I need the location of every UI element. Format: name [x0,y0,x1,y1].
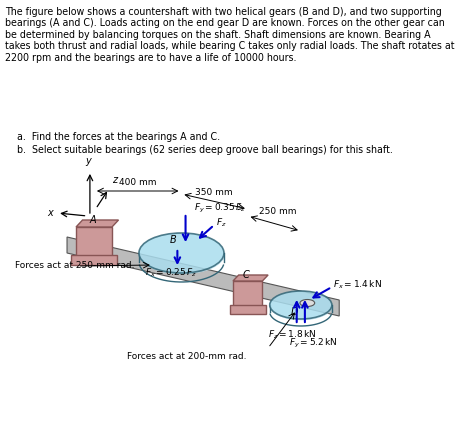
Text: 400 mm: 400 mm [119,178,156,187]
Text: The figure below shows a countershaft with two helical gears (B and D), and two : The figure below shows a countershaft wi… [5,7,454,63]
Bar [71,255,117,265]
Text: 250 mm: 250 mm [259,207,297,216]
Text: $F_y = 0.35\,F_z$: $F_y = 0.35\,F_z$ [194,201,246,215]
Text: 350 mm: 350 mm [195,188,233,197]
Text: a.  Find the forces at the bearings A and C.: a. Find the forces at the bearings A and… [18,132,220,142]
Text: Forces act at 200-mm rad.: Forces act at 200-mm rad. [127,351,246,361]
Text: $F_x = 1.4\,\mathrm{kN}$: $F_x = 1.4\,\mathrm{kN}$ [334,279,383,291]
Text: $F_y = 5.2\,\mathrm{kN}$: $F_y = 5.2\,\mathrm{kN}$ [289,337,337,350]
Text: B: B [170,235,177,245]
Polygon shape [67,237,339,316]
Text: C: C [243,270,249,280]
Text: $F_x = 0.25\,F_z$: $F_x = 0.25\,F_z$ [145,267,197,279]
Text: x: x [47,208,53,218]
Text: A: A [89,215,96,225]
Text: Forces act at 250-mm rad.: Forces act at 250-mm rad. [15,262,134,270]
Bar [230,305,265,314]
Bar [233,281,263,306]
Bar [76,227,112,257]
Text: y: y [85,156,91,166]
Ellipse shape [270,291,332,319]
Text: b.  Select suitable bearings (62 series deep groove ball bearings) for this shaf: b. Select suitable bearings (62 series d… [18,145,393,155]
Polygon shape [233,275,268,281]
Polygon shape [76,220,118,227]
Text: $F_z = 1.8\,\mathrm{kN}$: $F_z = 1.8\,\mathrm{kN}$ [268,329,317,341]
Text: $F_z$: $F_z$ [216,217,227,229]
Ellipse shape [139,233,224,273]
Text: D: D [291,307,298,317]
Text: z: z [112,175,117,185]
Ellipse shape [300,300,315,307]
